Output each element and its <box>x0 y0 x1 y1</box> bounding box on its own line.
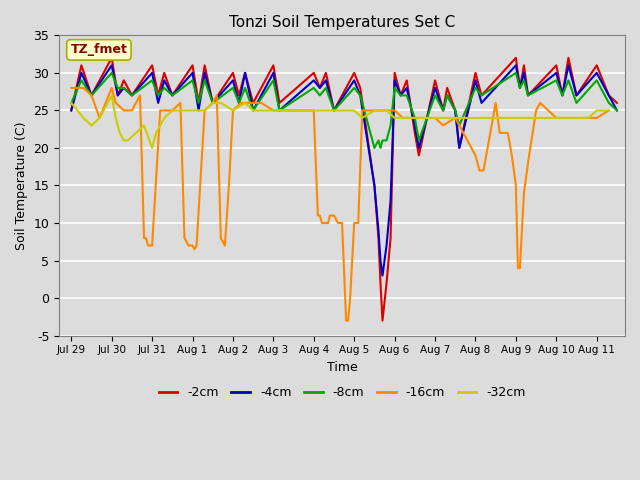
X-axis label: Time: Time <box>326 361 358 374</box>
Y-axis label: Soil Temperature (C): Soil Temperature (C) <box>15 121 28 250</box>
Legend: -2cm, -4cm, -8cm, -16cm, -32cm: -2cm, -4cm, -8cm, -16cm, -32cm <box>154 382 531 405</box>
Text: TZ_fmet: TZ_fmet <box>70 43 127 56</box>
Title: Tonzi Soil Temperatures Set C: Tonzi Soil Temperatures Set C <box>229 15 455 30</box>
